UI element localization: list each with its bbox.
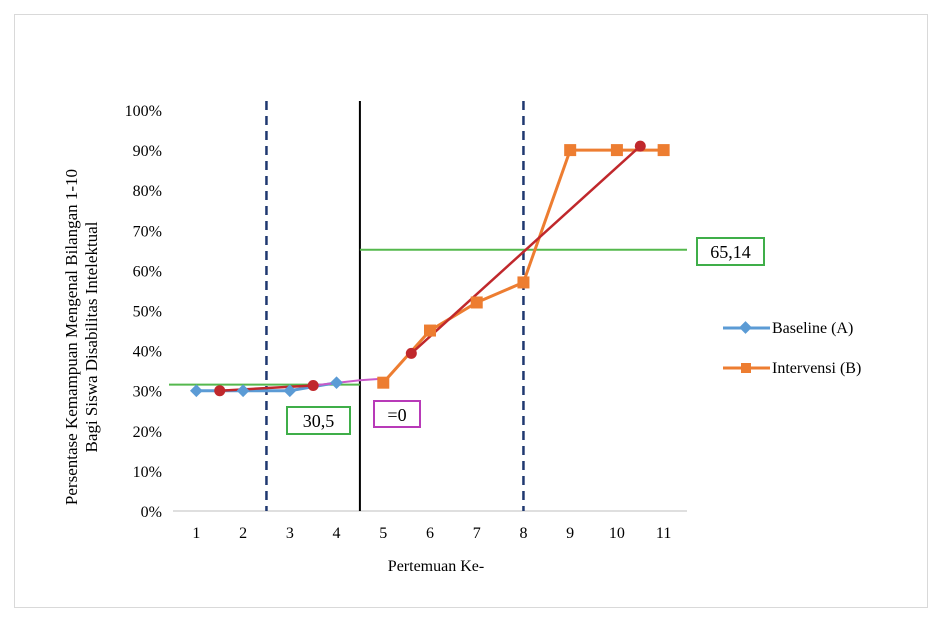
annotation-intervention-mean-label: 65,14 <box>710 242 751 262</box>
y-axis-title-line2: Bagi Siswa Disabilitas Intelektual <box>82 221 101 452</box>
y-tick-label: 70% <box>133 223 162 240</box>
x-tick-label: 3 <box>286 525 294 542</box>
legend: Baseline (A) Intervensi (B) <box>723 320 861 377</box>
intervensi-point <box>657 144 670 157</box>
trend-line <box>219 384 314 392</box>
x-tick-label: 8 <box>519 525 527 542</box>
x-tick-label: 7 <box>473 525 481 542</box>
y-tick-label: 10% <box>133 464 162 481</box>
y-tick-label: 0% <box>141 504 162 521</box>
y-tick-label: 30% <box>133 384 162 401</box>
legend-label-baseline: Baseline (A) <box>772 320 853 337</box>
x-tick-label: 4 <box>333 525 341 542</box>
reference-lines <box>169 101 687 512</box>
intervensi-point <box>424 324 436 337</box>
baseline-point <box>283 384 297 398</box>
annotation-intervention-mean: 65,14 <box>696 237 765 266</box>
annotation-overlap: =0 <box>373 400 421 428</box>
baseline-point <box>236 384 250 398</box>
x-tick-label: 9 <box>566 525 574 542</box>
x-axis-title: Pertemuan Ke- <box>388 558 484 575</box>
x-tick-label: 10 <box>609 525 625 542</box>
phase-connector-line <box>313 377 384 387</box>
x-tick-label: 5 <box>379 525 387 542</box>
x-tick-label: 6 <box>426 525 434 542</box>
annotation-baseline-mean-label: 30,5 <box>303 411 335 431</box>
trend-point <box>405 347 417 359</box>
chart-svg: Persentase Kemampuan Mengenal Bilangan 1… <box>62 101 861 575</box>
x-tick-label: 11 <box>656 525 671 542</box>
trend-point <box>214 385 226 397</box>
x-tick-label: 2 <box>239 525 247 542</box>
legend-item-baseline: Baseline (A) <box>723 320 853 337</box>
y-tick-label: 100% <box>125 103 162 120</box>
y-tick-label: 90% <box>133 143 162 160</box>
y-tick-label: 60% <box>133 263 162 280</box>
chart-frame: Persentase Kemampuan Mengenal Bilangan 1… <box>14 14 928 608</box>
baseline-point <box>330 376 343 390</box>
trend-line <box>410 145 642 355</box>
intervensi-point <box>610 144 623 157</box>
intervensi-point <box>564 144 577 157</box>
trend-point <box>307 379 319 391</box>
trend-point <box>634 140 646 152</box>
annotation-overlap-label: =0 <box>387 405 406 425</box>
y-tick-label: 50% <box>133 304 162 321</box>
legend-item-intervensi: Intervensi (B) <box>723 360 861 377</box>
legend-label-intervensi: Intervensi (B) <box>772 360 861 377</box>
series-layer <box>189 140 670 398</box>
y-axis-title-line1: Persentase Kemampuan Mengenal Bilangan 1… <box>62 169 81 505</box>
y-tick-label: 80% <box>133 183 162 200</box>
y-tick-label: 40% <box>133 344 162 361</box>
y-tick-label: 20% <box>133 424 162 441</box>
intervensi-point <box>470 296 483 309</box>
tick-labels: 0% 10% 20% 30% 40% 50% 60% 70% 80% 90% 100% 1 2 3 4 5 6 7… <box>125 103 672 542</box>
annotation-baseline-mean: 30,5 <box>286 406 351 435</box>
x-tick-label: 1 <box>192 525 200 542</box>
intervensi-point <box>517 276 530 289</box>
intervensi-point <box>377 376 390 389</box>
baseline-point <box>189 384 203 398</box>
